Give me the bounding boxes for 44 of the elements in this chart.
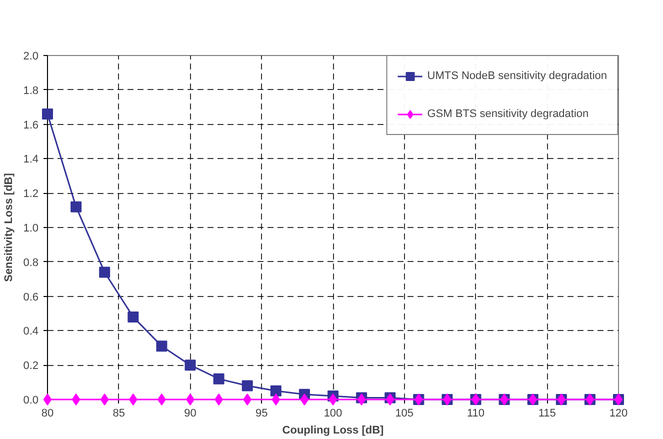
- x-tick-label: 110: [466, 408, 485, 420]
- point: [158, 394, 166, 406]
- y-axis-title: Sensitivity Loss [dB]: [3, 172, 16, 282]
- y-tick-label: 0.0: [23, 394, 39, 406]
- y-tick-label: 0.4: [23, 326, 39, 338]
- y-tick-label: 1.6: [23, 119, 39, 132]
- point: [328, 394, 338, 406]
- x-tick-label: 80: [41, 408, 54, 420]
- point: [300, 394, 309, 406]
- x-tick-label: 90: [184, 408, 196, 420]
- point: [99, 266, 110, 278]
- point: [42, 108, 53, 120]
- point: [214, 394, 223, 406]
- x-tick-label: 105: [395, 408, 414, 420]
- point: [128, 394, 138, 406]
- x-tick-label: 120: [609, 408, 628, 420]
- y-tick-label: 0.8: [23, 256, 39, 269]
- legend-label: GSM BTS sensitivity degradation: [427, 108, 589, 120]
- point: [242, 380, 253, 392]
- x-tick-label: 95: [256, 408, 268, 420]
- y-tick-label: 1.4: [23, 154, 39, 166]
- point: [184, 360, 196, 371]
- point: [70, 201, 82, 212]
- point: [156, 340, 168, 352]
- x-tick-label: 85: [112, 408, 126, 420]
- point: [100, 394, 109, 406]
- point: [213, 373, 224, 384]
- x-tick-label: 100: [324, 408, 342, 420]
- point: [72, 394, 80, 406]
- y-tick-label: 1.8: [23, 84, 39, 97]
- point: [270, 385, 282, 396]
- y-tick-label: 2.0: [23, 50, 39, 62]
- point: [243, 394, 252, 406]
- y-tick-label: 1.2: [23, 188, 39, 200]
- x-axis-title: Coupling Loss [dB]: [282, 424, 384, 436]
- point: [272, 394, 280, 406]
- legend-label: UMTS NodeB sensitivity degradation: [427, 70, 607, 82]
- y-tick-label: 0.2: [23, 360, 39, 372]
- x-tick-label: 115: [538, 408, 556, 420]
- point: [186, 394, 194, 406]
- y-tick-label: 1.0: [23, 222, 39, 234]
- y-tick-label: 0.6: [23, 291, 39, 304]
- point: [43, 394, 52, 406]
- point: [128, 311, 139, 322]
